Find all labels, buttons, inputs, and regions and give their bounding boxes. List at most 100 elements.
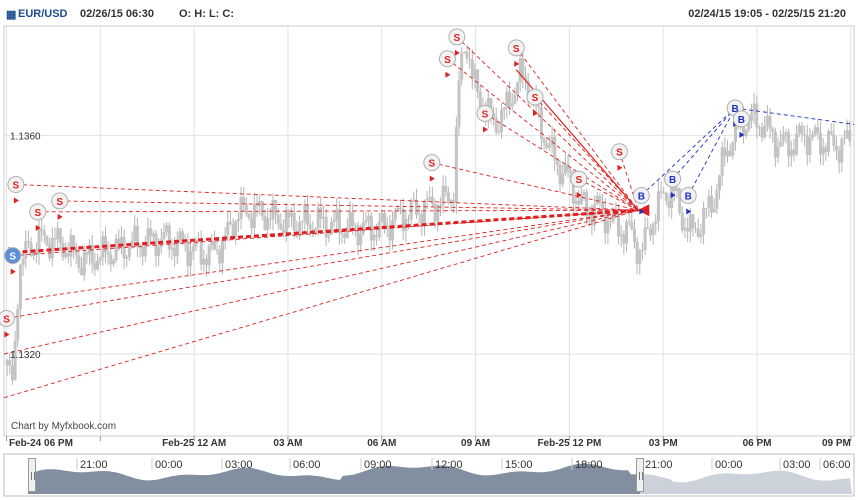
trade-line — [447, 58, 639, 211]
candle-body — [175, 240, 179, 257]
candle-body — [239, 197, 243, 220]
trade-badge-label: S — [453, 33, 460, 44]
candle-body — [244, 203, 248, 214]
candle-body — [422, 201, 426, 226]
candle-body — [454, 127, 458, 204]
candle-body — [561, 173, 565, 185]
navigator-label: 21:00 — [645, 459, 673, 471]
candle-body — [85, 252, 89, 255]
candle-body — [813, 127, 817, 135]
trade-entry-marker — [57, 213, 63, 220]
trade-marker: S — [7, 176, 25, 194]
trade-marker: S — [4, 247, 22, 265]
trade-line — [515, 47, 639, 211]
candle-body — [752, 103, 756, 114]
trade-badge-label: S — [34, 208, 41, 219]
candle-body — [343, 233, 347, 238]
candle-body — [712, 208, 716, 213]
candle-body — [258, 201, 262, 207]
candle-body — [654, 221, 658, 224]
navigator-left-handle[interactable] — [28, 458, 36, 492]
trade-badge-label: S — [13, 181, 20, 192]
candle-body — [242, 197, 246, 204]
candle-body — [93, 263, 97, 270]
candle-body — [757, 127, 761, 129]
navigator-label: 03:00 — [783, 459, 811, 471]
candle-body — [141, 247, 145, 257]
candle-body — [795, 133, 799, 155]
candle-body — [173, 247, 177, 257]
trade-badge-label: S — [575, 175, 582, 186]
candle-body — [80, 267, 84, 276]
trade-badge — [0, 309, 15, 327]
navigator-right-handle[interactable] — [636, 458, 644, 492]
candle-body — [744, 129, 748, 137]
navigator-label: 06:00 — [293, 459, 321, 471]
trade-badge — [664, 170, 682, 188]
candle-body — [457, 80, 461, 128]
candle-body — [96, 260, 100, 270]
trade-marker: S — [507, 39, 525, 57]
candle-body — [609, 220, 613, 222]
trade-badge — [570, 170, 588, 188]
candle-body — [284, 209, 288, 234]
candle-body — [619, 234, 623, 237]
candle-body — [329, 221, 333, 235]
candle-body — [773, 131, 777, 158]
candle-body — [672, 184, 676, 191]
trade-line — [687, 107, 736, 196]
candle-body — [436, 205, 440, 222]
candle-body — [699, 234, 703, 237]
navigator-label: 21:00 — [80, 459, 108, 471]
candle-body — [298, 222, 302, 237]
candle-body — [146, 228, 150, 246]
candle-body — [151, 233, 155, 237]
trade-entry-marker — [454, 49, 460, 56]
candle-body — [74, 248, 78, 256]
candle-body — [547, 144, 551, 148]
candle-body — [189, 251, 193, 267]
trade-marker: B — [632, 186, 650, 204]
candle-body — [646, 227, 650, 229]
candle-body — [704, 207, 708, 209]
candle-body — [723, 147, 727, 157]
candle-body — [82, 252, 86, 276]
trade-line — [3, 209, 639, 355]
candle-body — [585, 192, 589, 216]
candle-body — [98, 257, 102, 261]
trade-entry-marker — [13, 197, 19, 204]
candle-body — [710, 195, 714, 213]
x-tick-label: 03 PM — [649, 438, 678, 449]
candle-body — [558, 164, 562, 185]
candle-body — [425, 198, 429, 202]
candle-body — [508, 91, 512, 107]
trade-marker: B — [679, 186, 697, 204]
candle-body — [324, 216, 328, 238]
candle-body — [566, 164, 570, 171]
trade-marker: S — [476, 104, 494, 122]
symbol-link[interactable]: EUR/USD — [18, 8, 68, 20]
candle-body — [492, 112, 496, 119]
trade-entry-marker — [10, 268, 16, 275]
ohlc-readout: O: H: L: C: — [179, 8, 234, 20]
symbol-icon: ▦ — [6, 9, 17, 21]
candle-body — [598, 195, 602, 203]
candle-body — [845, 130, 849, 139]
y-tick-label: 1.1360 — [10, 131, 41, 142]
timestamp: 02/26/15 06:30 — [80, 8, 155, 20]
candle-body — [279, 223, 283, 230]
trade-line — [735, 107, 855, 125]
trade-badge — [29, 203, 47, 221]
trade-badge-label: S — [532, 93, 539, 104]
candle-body — [268, 218, 272, 220]
candle-body — [414, 199, 418, 215]
candle-body — [521, 58, 525, 77]
candle-body — [340, 233, 344, 235]
candle-body — [452, 200, 456, 204]
candle-body — [77, 255, 81, 268]
trade-line — [6, 209, 639, 319]
trade-line — [37, 209, 639, 213]
trade-marker: S — [0, 309, 15, 327]
trade-line — [15, 184, 639, 211]
